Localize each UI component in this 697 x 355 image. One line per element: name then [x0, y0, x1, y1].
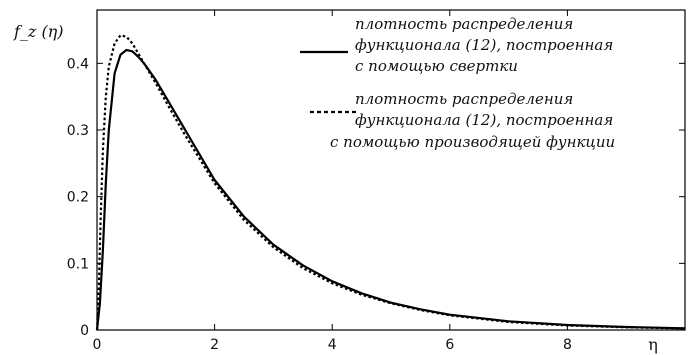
- legend-entry-generating-function-text: с помощью производящей функции: [330, 133, 615, 151]
- ticks: 0 2 4 6 8 0 0.1 0.2 0.3 0.4: [67, 10, 685, 353]
- legend-entry-convolution-text: с помощью свертки: [355, 57, 518, 75]
- legend-entry-convolution-text: функционала (12), построенная: [355, 36, 613, 54]
- y-tick-label: 0.2: [67, 190, 89, 206]
- legend: плотность распределения функционала (12),…: [300, 15, 615, 151]
- y-tick-label: 0.1: [67, 256, 89, 272]
- x-tick-label: 6: [445, 337, 454, 353]
- x-tick-label: 0: [93, 337, 102, 353]
- y-tick-label: 0.3: [67, 123, 89, 139]
- series-line-convolution: [95, 48, 686, 331]
- plot-frame: [96, 9, 686, 331]
- x-tick-label: 2: [210, 337, 219, 353]
- axis-labels: η f_z (η): [13, 22, 658, 354]
- series-line-generating-function: [95, 34, 686, 331]
- x-tick-label: 8: [563, 337, 572, 353]
- legend-entry-convolution-text: плотность распределения: [355, 15, 573, 33]
- legend-entry-generating-function-text: функционала (12), построенная: [355, 111, 613, 129]
- x-tick-label: 4: [328, 337, 337, 353]
- y-tick-label: 0.4: [67, 56, 89, 72]
- x-axis-label: η: [648, 335, 658, 354]
- axes: [96, 9, 686, 331]
- y-axis-label: f_z (η): [13, 22, 64, 41]
- series: [95, 34, 686, 331]
- legend-entry-generating-function-text: плотность распределения: [355, 90, 573, 108]
- y-tick-label: 0: [80, 323, 89, 339]
